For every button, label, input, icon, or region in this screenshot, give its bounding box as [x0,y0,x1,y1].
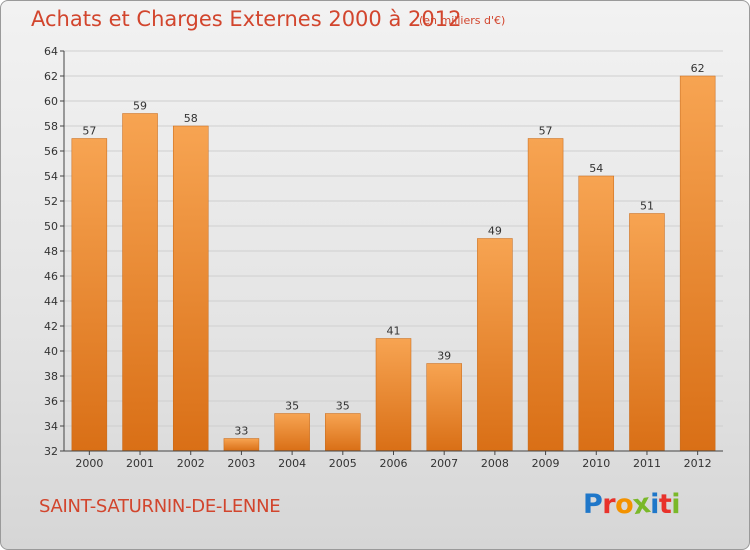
bar [679,75,716,452]
y-tick-label: 38 [44,370,58,383]
x-tick-label: 2003 [227,457,255,470]
x-tick-label: 2006 [380,457,408,470]
y-tick-label: 56 [44,145,58,158]
y-tick-label: 42 [44,320,58,333]
x-tick-label: 2002 [177,457,205,470]
bar [223,438,260,452]
data-label: 39 [437,350,451,363]
data-label: 58 [184,112,198,125]
x-tick-label: 2007 [430,457,458,470]
x-tick-label: 2001 [126,457,154,470]
bar [375,338,412,452]
y-tick-label: 44 [44,295,58,308]
x-tick-label: 2009 [532,457,560,470]
bar [172,125,209,452]
data-label: 49 [488,225,502,238]
data-label: 57 [82,125,96,138]
bar [527,138,564,452]
data-label: 51 [640,200,654,213]
y-tick-label: 36 [44,395,58,408]
y-tick-label: 48 [44,245,58,258]
y-tick-label: 62 [44,70,58,83]
y-tick-label: 64 [44,45,58,58]
data-label: 35 [285,400,299,413]
bar [274,413,310,452]
y-tick-label: 32 [44,445,58,458]
y-tick-label: 52 [44,195,58,208]
x-tick-label: 2008 [481,457,509,470]
y-tick-label: 50 [44,220,58,233]
bar [426,363,462,452]
y-tick-label: 46 [44,270,58,283]
data-label: 62 [691,62,705,75]
y-tick-label: 40 [44,345,58,358]
logo-letter: i [671,489,681,520]
logo-letter: r [602,489,616,520]
bar [477,238,513,452]
chart-title: Achats et Charges Externes 2000 à 2012 [31,7,462,31]
axis-layer: 32 34 36 38 40 42 44 46 48 50 52 54 56 58 60 62 64 2000 20… [44,45,723,470]
commune-name: SAINT-SATURNIN-DE-LENNE [39,496,281,517]
y-tick-label: 58 [44,120,58,133]
bar [122,113,158,452]
x-tick-label: 2005 [329,457,357,470]
x-tick-label: 2012 [684,457,712,470]
y-tick-label: 60 [44,95,58,108]
data-label: 35 [336,400,350,413]
x-tick-label: 2010 [582,457,610,470]
x-tick-label: 2004 [278,457,306,470]
x-tick-label: 2011 [633,457,661,470]
bar [71,138,108,452]
proxiti-logo: Proxiti [583,487,681,522]
logo-letter: o [615,489,634,520]
x-tick-label: 2000 [75,457,103,470]
bar [629,213,665,452]
y-tick-label: 54 [44,170,58,183]
data-label: 59 [133,100,147,113]
bar [578,175,615,452]
data-label: 33 [234,425,248,438]
logo-letter: x [631,487,653,522]
chart-subtitle: (en milliers d'€) [419,14,506,27]
bar [325,413,361,452]
data-label: 41 [387,325,401,338]
logo-letter: i [650,489,659,520]
data-label: 54 [589,162,603,175]
bars-layer: 57 59 58 33 35 35 41 39 49 57 54 51 62 [71,62,716,452]
data-label: 57 [539,125,553,138]
logo-letter: t [658,489,672,520]
logo-letter: P [583,489,603,520]
y-tick-label: 34 [44,420,58,433]
